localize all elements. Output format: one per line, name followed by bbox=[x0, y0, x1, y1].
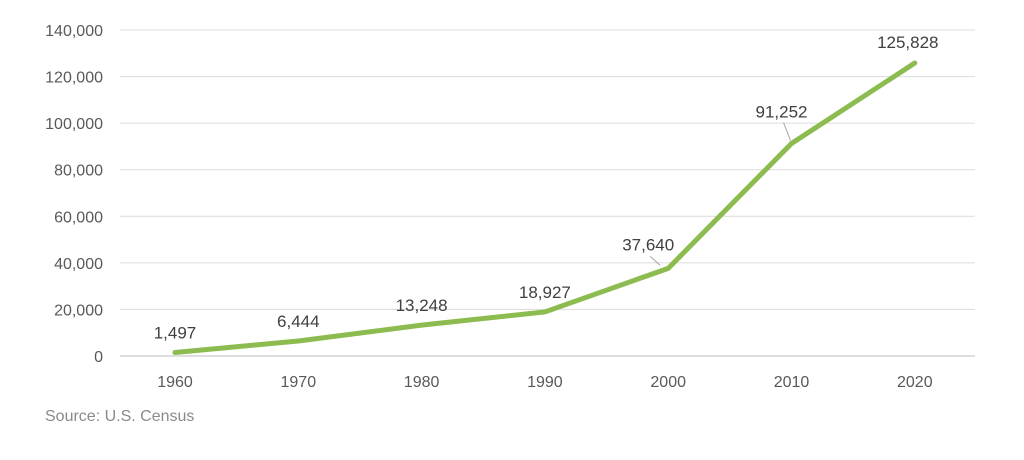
y-tick-label: 140,000 bbox=[45, 23, 103, 40]
x-tick-label: 2020 bbox=[897, 374, 933, 391]
y-tick-label: 0 bbox=[94, 349, 103, 366]
data-label: 6,444 bbox=[277, 312, 320, 331]
data-label: 18,927 bbox=[519, 283, 571, 302]
y-tick-label: 60,000 bbox=[54, 209, 103, 226]
y-tick-label: 40,000 bbox=[54, 256, 103, 273]
data-label: 13,248 bbox=[396, 296, 448, 315]
y-tick-label: 80,000 bbox=[54, 163, 103, 180]
data-label: 125,828 bbox=[877, 33, 938, 52]
data-label: 37,640 bbox=[622, 235, 674, 254]
x-tick-label: 1970 bbox=[281, 374, 317, 391]
leader-line bbox=[650, 256, 660, 265]
x-tick-label: 1960 bbox=[157, 374, 193, 391]
y-tick-label: 100,000 bbox=[45, 116, 103, 133]
x-tick-label: 1980 bbox=[404, 374, 440, 391]
data-label: 91,252 bbox=[756, 103, 808, 122]
x-tick-label: 2000 bbox=[650, 374, 686, 391]
data-label: 1,497 bbox=[154, 324, 197, 343]
leader-line bbox=[784, 123, 791, 141]
y-tick-label: 120,000 bbox=[45, 70, 103, 87]
y-tick-label: 20,000 bbox=[54, 302, 103, 319]
x-tick-label: 2010 bbox=[774, 374, 810, 391]
source-note: Source: U.S. Census bbox=[45, 408, 194, 426]
x-tick-label: 1990 bbox=[527, 374, 563, 391]
